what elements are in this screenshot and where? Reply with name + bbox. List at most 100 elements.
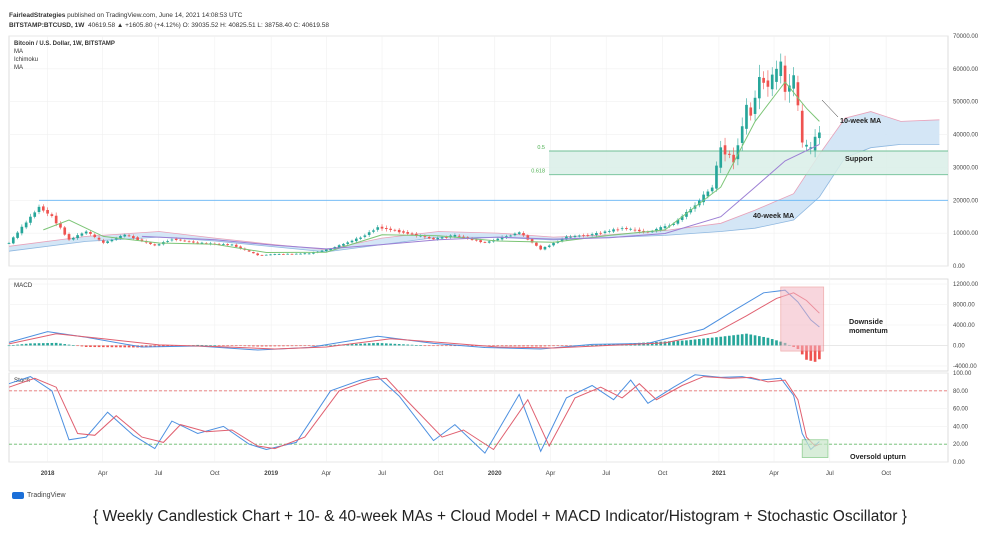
macd-histogram-bar bbox=[33, 343, 37, 346]
macd-histogram-bar bbox=[556, 345, 560, 347]
candle-body bbox=[320, 250, 324, 252]
candle-body bbox=[54, 215, 58, 224]
candle-body bbox=[183, 240, 187, 242]
tradingview-footer[interactable]: TradingView bbox=[12, 492, 66, 499]
macd-histogram-bar bbox=[7, 345, 11, 347]
candle-body bbox=[479, 240, 482, 243]
x-tick-label: Jul bbox=[378, 470, 386, 477]
macd-panel-label: MACD bbox=[14, 282, 33, 289]
candle-body bbox=[41, 206, 45, 211]
candle-body bbox=[204, 243, 208, 244]
stoch-y-tick-label: 0.00 bbox=[953, 460, 965, 466]
macd-histogram-bar bbox=[586, 345, 590, 346]
candle-body bbox=[393, 229, 397, 231]
author-name[interactable]: FairleadStrategies bbox=[9, 12, 66, 19]
macd-histogram-bar bbox=[157, 345, 161, 347]
macd-histogram-bar bbox=[67, 344, 71, 346]
candle-body bbox=[462, 236, 465, 238]
candle-body bbox=[217, 243, 221, 245]
macd-histogram-bar bbox=[818, 345, 821, 360]
macd-histogram-bar bbox=[487, 345, 491, 347]
candle-body bbox=[76, 235, 79, 239]
candle-body bbox=[676, 219, 680, 224]
candle-body bbox=[187, 241, 191, 243]
macd-histogram-bar bbox=[470, 345, 474, 347]
candle-body bbox=[710, 187, 714, 192]
candle-body bbox=[89, 232, 92, 234]
macd-histogram-group bbox=[7, 333, 821, 362]
macd-histogram-bar bbox=[402, 344, 405, 346]
macd-y-tick-label: -4000.00 bbox=[953, 364, 977, 370]
candle-body bbox=[637, 229, 641, 232]
macd-histogram-bar bbox=[252, 345, 255, 347]
candle-body bbox=[123, 234, 127, 237]
price-y-tick-label: 40000.00 bbox=[953, 133, 979, 139]
macd-histogram-bar bbox=[672, 341, 675, 346]
macd-histogram-bar bbox=[16, 344, 19, 346]
candle-body bbox=[500, 237, 504, 240]
macd-histogram-bar bbox=[680, 340, 684, 346]
candle-body bbox=[324, 249, 328, 252]
macd-histogram-bar bbox=[170, 345, 174, 347]
macd-histogram-bar bbox=[89, 345, 92, 348]
candle-body bbox=[582, 235, 585, 236]
candle-body bbox=[715, 165, 718, 189]
macd-histogram-bar bbox=[492, 345, 495, 347]
macd-histogram-bar bbox=[204, 345, 208, 346]
candle-body bbox=[727, 153, 731, 155]
candle-body bbox=[483, 242, 487, 243]
candle-body bbox=[260, 254, 264, 256]
candle-body bbox=[273, 254, 277, 255]
chart-canvas[interactable]: 2018 Apr Jul Oct 2019 Apr Jul Oct 2020 Apr Jul Oct 2… bbox=[0, 0, 1000, 500]
candle-body bbox=[770, 74, 774, 90]
macd-histogram-bar bbox=[427, 345, 431, 347]
stoch-y-tick-label: 100.00 bbox=[953, 371, 972, 377]
macd-histogram-bar bbox=[380, 343, 384, 346]
macd-histogram-bar bbox=[110, 345, 114, 348]
macd-histogram-bar bbox=[144, 345, 148, 348]
candle-body bbox=[517, 232, 521, 234]
candle-body bbox=[269, 254, 272, 256]
candle-body bbox=[753, 97, 757, 114]
candle-body bbox=[432, 237, 435, 240]
candle-body bbox=[50, 214, 54, 216]
ma-40-week-line bbox=[141, 143, 820, 250]
macd-histogram-bar bbox=[226, 345, 230, 347]
macd-histogram-bar bbox=[539, 345, 543, 347]
candle-body bbox=[680, 216, 684, 220]
candle-body bbox=[719, 147, 723, 168]
candle-body bbox=[132, 236, 135, 239]
macd-histogram-bar bbox=[200, 345, 204, 346]
macd-histogram-bar bbox=[809, 345, 813, 361]
ichimoku-span-a bbox=[8, 111, 940, 251]
macd-histogram-bar bbox=[590, 344, 594, 346]
macd-histogram-bar bbox=[727, 335, 731, 346]
candle-body bbox=[607, 230, 611, 232]
candle-body bbox=[685, 211, 688, 217]
candle-body bbox=[354, 238, 358, 242]
macd-y-tick-label: 4000.00 bbox=[953, 323, 975, 329]
x-tick-label: Oct bbox=[881, 470, 891, 477]
candle-body bbox=[590, 234, 594, 236]
ohlc-values: 40619.58 ▲ +1605.80 (+4.12%) O: 39035.52… bbox=[87, 22, 329, 29]
candle-body bbox=[560, 238, 564, 242]
candle-body bbox=[192, 241, 195, 243]
macd-histogram-bar bbox=[676, 340, 680, 346]
macd-histogram-bar bbox=[500, 345, 504, 347]
macd-histogram-bar bbox=[303, 345, 307, 347]
macd-histogram-bar bbox=[723, 336, 727, 346]
candle-body bbox=[367, 232, 371, 235]
candle-body bbox=[174, 238, 178, 241]
candle-body bbox=[307, 253, 311, 255]
candle-body bbox=[200, 242, 204, 244]
candle-body bbox=[599, 232, 603, 234]
macd-histogram-bar bbox=[449, 345, 452, 347]
candle-body bbox=[732, 154, 735, 163]
x-tick-label: Jul bbox=[602, 470, 610, 477]
macd-histogram-bar bbox=[243, 345, 247, 347]
candle-body bbox=[312, 252, 315, 254]
candle-body bbox=[813, 136, 817, 151]
candle-body bbox=[166, 241, 169, 242]
stoch-y-tick-label: 40.00 bbox=[953, 424, 969, 430]
macd-histogram-bar bbox=[749, 334, 753, 346]
